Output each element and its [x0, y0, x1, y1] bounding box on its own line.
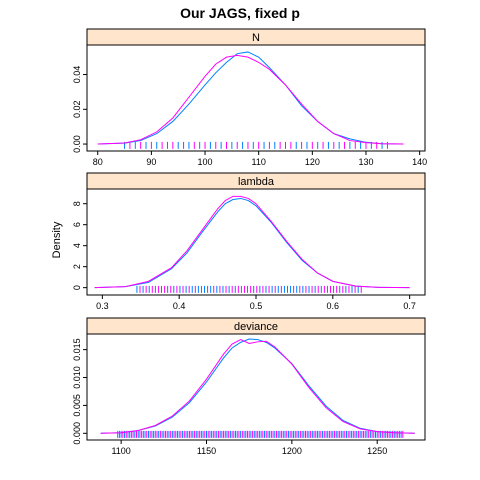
panels: N80 90 100 110 120 130 1400.000.020.04lambda0.…	[72, 28, 427, 456]
y-tick-label: 0.00	[72, 135, 82, 153]
strip-label: deviance	[234, 321, 278, 333]
strip-label: N	[252, 32, 260, 44]
density-line-chain-1	[100, 338, 415, 434]
y-tick-label: 0.005	[72, 394, 82, 417]
density-line-chain-2	[100, 339, 415, 434]
x-tick-label: 0.5	[250, 301, 263, 311]
y-axis: 0.00 0.02 0.04	[72, 66, 87, 153]
x-tick-label: 140	[412, 157, 427, 167]
x-tick-label: 0.7	[403, 301, 416, 311]
strip-label: lambda	[238, 176, 275, 188]
x-tick-label: 1150	[197, 446, 216, 456]
chart-title: Our JAGS, fixed p	[180, 5, 300, 21]
x-tick-label: 0.3	[96, 301, 109, 311]
rug	[124, 141, 388, 149]
y-tick-label: 0.010	[72, 366, 82, 389]
x-tick-label: 0.4	[173, 301, 186, 311]
plot-frame	[86, 188, 426, 296]
y-tick-label: 0	[72, 285, 82, 290]
y-tick-label: 4	[72, 243, 82, 248]
y-tick-label: 0.04	[72, 66, 82, 84]
y-axis-label: Density	[51, 221, 63, 258]
x-axis: 0.3 0.4 0.5 0.6 0.7	[96, 295, 416, 311]
x-tick-label: 1250	[367, 446, 387, 456]
x-tick-label: 80	[93, 157, 103, 167]
rug	[117, 430, 404, 438]
x-tick-label: 0.6	[327, 301, 340, 311]
y-tick-label: 0.02	[72, 101, 82, 119]
y-tick-label: 6	[72, 222, 82, 227]
density-line-chain-1	[97, 51, 404, 145]
plot-frame	[86, 44, 426, 152]
density-line-chain-2	[97, 54, 404, 145]
x-tick-label: 90	[146, 157, 156, 167]
y-tick-label: 0.000	[72, 422, 82, 445]
density-line-chain-1	[94, 197, 410, 289]
y-tick-label: 8	[72, 201, 82, 206]
x-tick-label: 1100	[111, 446, 130, 456]
x-axis: 1100 1150 1200 1250	[111, 440, 387, 456]
y-tick-label: 0.015	[72, 338, 82, 361]
rug	[136, 285, 362, 293]
x-tick-label: 100	[198, 157, 213, 167]
y-axis: 0 2 4 6 8	[72, 201, 87, 290]
plot-frame	[86, 333, 426, 441]
panel-lambda: lambda 0.3 0.4 0.5 0.6 0.7 0 2 4 6 8	[72, 172, 426, 311]
density-line-chain-2	[94, 195, 410, 289]
x-tick-label: 110	[252, 157, 266, 167]
y-axis: 0.000 0.005 0.010 0.015	[72, 338, 87, 445]
x-tick-label: 130	[358, 157, 373, 167]
x-tick-label: 120	[305, 157, 320, 167]
panel-N: N 80 90 100 110 120 130 140 0.00 0.02 0.04	[72, 28, 427, 167]
x-axis: 80 90 100 110 120 130 140	[93, 151, 427, 167]
x-tick-label: 1200	[282, 446, 302, 456]
y-tick-label: 2	[72, 264, 82, 269]
